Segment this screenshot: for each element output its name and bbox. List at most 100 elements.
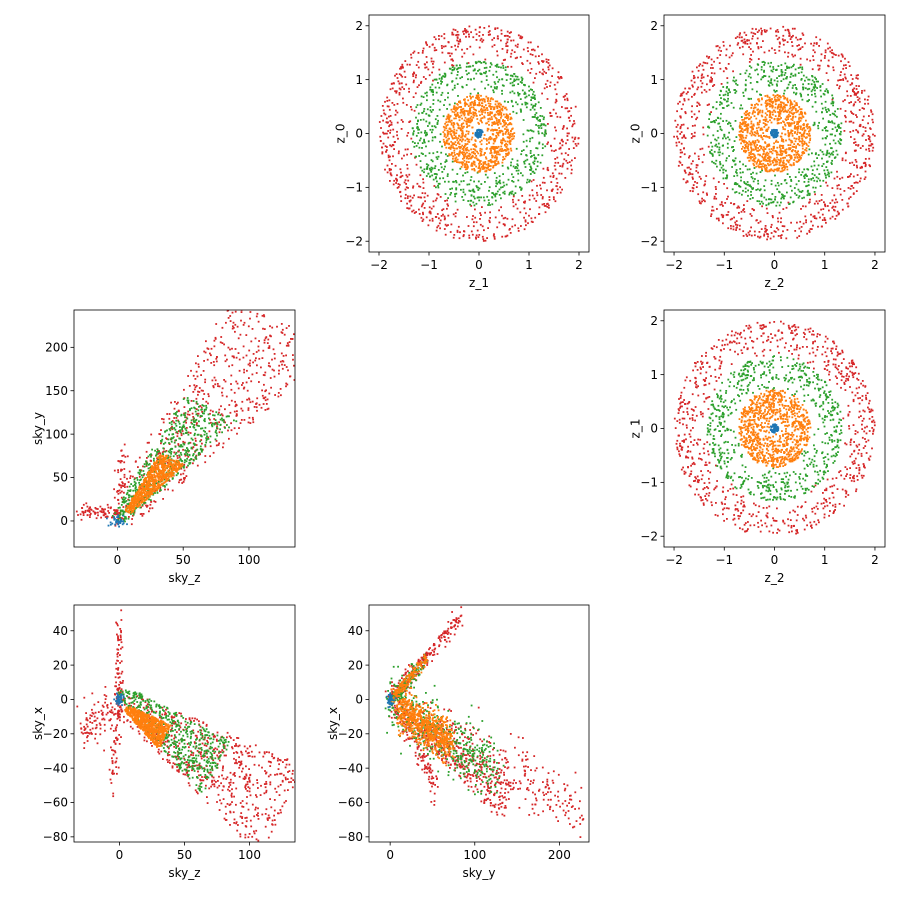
data-point bbox=[550, 144, 552, 147]
data-point bbox=[524, 219, 527, 222]
data-point bbox=[828, 152, 831, 155]
data-point bbox=[770, 132, 773, 135]
data-point bbox=[530, 169, 532, 171]
data-point bbox=[791, 113, 794, 115]
data-point bbox=[476, 95, 479, 98]
data-point bbox=[506, 45, 509, 47]
data-point bbox=[494, 162, 496, 164]
data-point bbox=[757, 98, 759, 101]
data-point bbox=[837, 79, 839, 82]
data-point bbox=[501, 139, 504, 142]
data-point bbox=[775, 168, 777, 171]
data-point bbox=[711, 145, 714, 148]
data-point bbox=[817, 154, 820, 156]
data-point bbox=[766, 114, 768, 116]
data-point bbox=[476, 118, 479, 120]
data-point bbox=[790, 118, 793, 121]
data-point bbox=[715, 139, 718, 142]
data-point bbox=[785, 237, 788, 240]
data-point bbox=[496, 162, 499, 165]
data-point bbox=[456, 103, 458, 105]
data-point bbox=[487, 163, 490, 166]
data-point bbox=[509, 82, 512, 85]
data-point bbox=[853, 182, 856, 184]
data-point bbox=[744, 117, 747, 120]
data-point bbox=[430, 90, 433, 93]
data-point bbox=[727, 92, 729, 95]
data-point bbox=[793, 106, 796, 108]
data-point bbox=[771, 131, 773, 133]
data-point bbox=[796, 123, 798, 126]
data-point bbox=[479, 104, 481, 107]
data-point bbox=[395, 90, 398, 93]
data-point bbox=[758, 119, 761, 122]
data-point bbox=[472, 163, 474, 165]
data-point bbox=[806, 232, 808, 235]
data-point bbox=[405, 186, 408, 189]
data-point bbox=[521, 63, 524, 65]
data-point bbox=[487, 83, 490, 86]
data-point bbox=[696, 182, 699, 184]
data-point bbox=[764, 112, 767, 115]
data-point bbox=[511, 49, 514, 52]
data-point bbox=[490, 85, 493, 88]
data-point bbox=[783, 121, 785, 124]
data-point bbox=[427, 224, 430, 227]
data-point bbox=[828, 175, 830, 178]
data-point bbox=[432, 63, 434, 65]
data-point bbox=[778, 164, 781, 166]
data-point bbox=[792, 34, 794, 37]
data-point bbox=[495, 146, 498, 148]
data-point bbox=[850, 120, 853, 123]
data-point bbox=[757, 123, 759, 126]
data-point bbox=[739, 121, 742, 124]
data-point bbox=[477, 60, 480, 63]
data-point bbox=[385, 149, 388, 151]
data-point bbox=[770, 183, 773, 186]
data-point bbox=[832, 97, 834, 100]
data-point bbox=[779, 170, 782, 173]
data-point bbox=[463, 99, 466, 101]
data-point bbox=[801, 137, 803, 140]
data-point bbox=[508, 134, 511, 136]
data-point bbox=[509, 113, 511, 115]
data-point bbox=[677, 102, 679, 105]
data-point bbox=[738, 130, 741, 133]
data-point bbox=[463, 151, 466, 154]
data-point bbox=[481, 99, 484, 102]
data-point bbox=[799, 92, 802, 95]
data-point bbox=[815, 36, 818, 39]
data-point bbox=[722, 41, 725, 43]
data-point bbox=[548, 199, 551, 201]
data-point bbox=[465, 65, 468, 68]
data-point bbox=[503, 100, 506, 103]
data-point bbox=[826, 169, 829, 171]
data-point bbox=[560, 77, 563, 79]
data-point bbox=[787, 154, 790, 157]
data-point bbox=[500, 39, 502, 42]
data-point bbox=[728, 155, 730, 157]
data-point bbox=[456, 114, 458, 117]
data-point bbox=[760, 193, 763, 196]
data-point bbox=[394, 164, 397, 167]
data-point bbox=[735, 220, 738, 222]
data-point bbox=[817, 202, 819, 205]
data-point bbox=[458, 151, 461, 154]
data-point bbox=[759, 235, 762, 238]
data-point bbox=[753, 160, 755, 162]
data-point bbox=[491, 160, 493, 163]
data-point bbox=[760, 68, 763, 71]
data-point bbox=[469, 103, 472, 106]
data-point bbox=[718, 46, 721, 49]
data-point bbox=[495, 182, 498, 185]
data-point bbox=[873, 134, 876, 137]
data-point bbox=[513, 92, 516, 95]
data-point bbox=[725, 90, 728, 93]
data-point bbox=[715, 107, 718, 110]
data-point bbox=[739, 124, 741, 127]
data-point bbox=[749, 42, 752, 45]
data-point bbox=[423, 207, 426, 209]
data-point bbox=[502, 137, 504, 140]
data-point bbox=[509, 140, 512, 142]
data-point bbox=[473, 104, 476, 106]
